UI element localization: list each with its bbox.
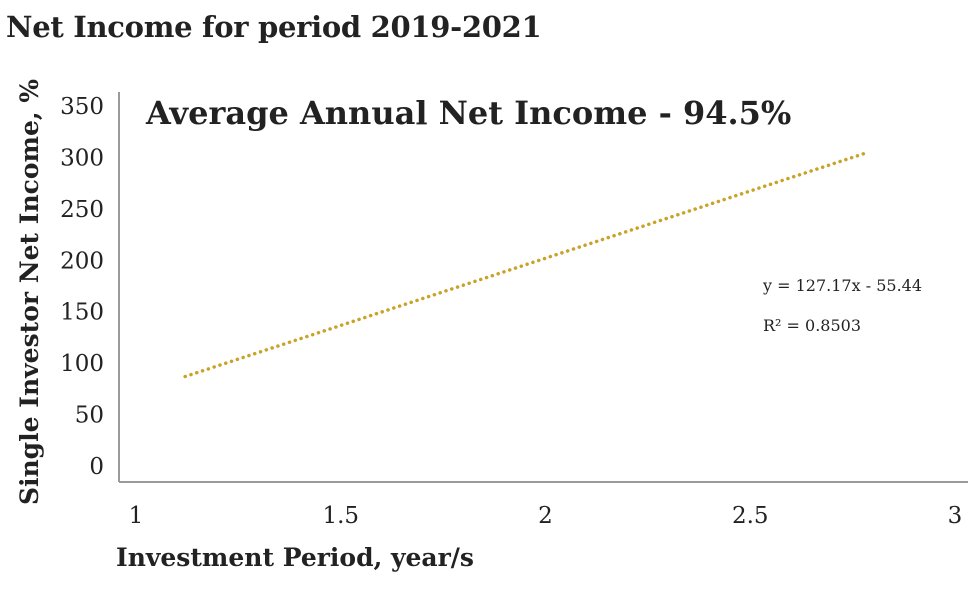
y-tick-labels: 0 50 100 150 200 250 300 350 — [60, 94, 104, 480]
x-tick-label: 3 — [948, 503, 963, 529]
y-tick-label: 100 — [60, 351, 104, 377]
y-axis-title: Single Investor Net Income, % — [15, 79, 44, 505]
r-squared-label: R² = 0.8503 — [763, 316, 861, 335]
x-tick-label: 2.5 — [732, 503, 769, 529]
y-tick-label: 300 — [60, 145, 104, 171]
y-tick-label: 200 — [60, 248, 104, 274]
y-tick-label: 150 — [60, 300, 104, 326]
page-title: Net Income for period 2019-2021 — [6, 10, 542, 44]
y-tick-label: 250 — [60, 197, 104, 223]
x-axis-title: Investment Period, year/s — [116, 543, 474, 572]
chart-axes — [118, 92, 968, 483]
x-tick-label: 2 — [538, 503, 553, 529]
y-tick-label: 350 — [60, 94, 104, 120]
y-tick-label: 0 — [89, 454, 104, 480]
trendline-series-0 — [183, 151, 867, 379]
x-tick-label: 1 — [129, 503, 144, 529]
x-tick-labels: 1 1.5 2 2.5 3 — [129, 503, 963, 529]
y-tick-label: 50 — [75, 403, 104, 429]
trendline-equation: y = 127.17x - 55.44 — [762, 276, 922, 295]
average-annotation: Average Annual Net Income - 94.5% — [145, 94, 791, 132]
series-layer — [183, 151, 867, 379]
x-tick-label: 1.5 — [322, 503, 359, 529]
